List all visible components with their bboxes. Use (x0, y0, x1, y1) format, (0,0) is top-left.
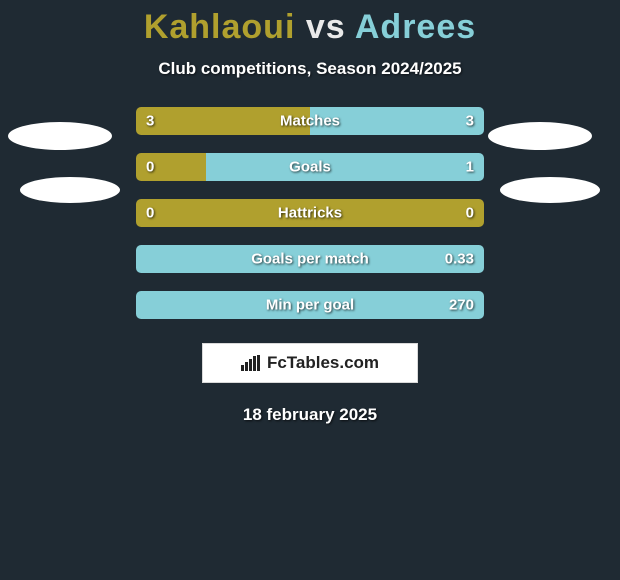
footer-logo-text: FcTables.com (267, 353, 379, 373)
title-player2: Adrees (355, 8, 476, 46)
stat-value-right: 0 (466, 205, 474, 222)
stat-bars: 3 3 Matches 0 1 Goals 0 0 Hattricks 0.33 Goals per… (136, 107, 484, 319)
title-vs: vs (306, 8, 346, 46)
decorative-ellipse (500, 177, 600, 203)
infographic-container: Kahlaoui vs Adrees Club competitions, Se… (0, 0, 620, 580)
stat-value-left: 0 (146, 205, 154, 222)
stat-row: 3 3 Matches (136, 107, 484, 135)
stat-label: Goals per match (251, 251, 369, 268)
stat-label: Goals (289, 159, 331, 176)
stat-row: 0.33 Goals per match (136, 245, 484, 273)
stat-value-right: 0.33 (445, 251, 474, 268)
stat-value-left: 3 (146, 113, 154, 130)
stat-value-right: 1 (466, 159, 474, 176)
stat-label: Hattricks (278, 205, 342, 222)
stat-value-left: 0 (146, 159, 154, 176)
stat-value-right: 3 (466, 113, 474, 130)
stat-row: 0 1 Goals (136, 153, 484, 181)
stat-row: 0 0 Hattricks (136, 199, 484, 227)
stat-label: Min per goal (266, 297, 354, 314)
stat-fill-right (206, 153, 484, 181)
stat-label: Matches (280, 113, 340, 130)
decorative-ellipse (20, 177, 120, 203)
footer-logo: FcTables.com (202, 343, 418, 383)
stat-row: 270 Min per goal (136, 291, 484, 319)
title-player1: Kahlaoui (144, 8, 296, 46)
chart-icon (241, 355, 261, 371)
title: Kahlaoui vs Adrees (144, 8, 476, 47)
footer-date: 18 february 2025 (243, 405, 377, 425)
decorative-ellipse (488, 122, 592, 150)
stat-value-right: 270 (449, 297, 474, 314)
subtitle: Club competitions, Season 2024/2025 (158, 59, 461, 79)
decorative-ellipse (8, 122, 112, 150)
